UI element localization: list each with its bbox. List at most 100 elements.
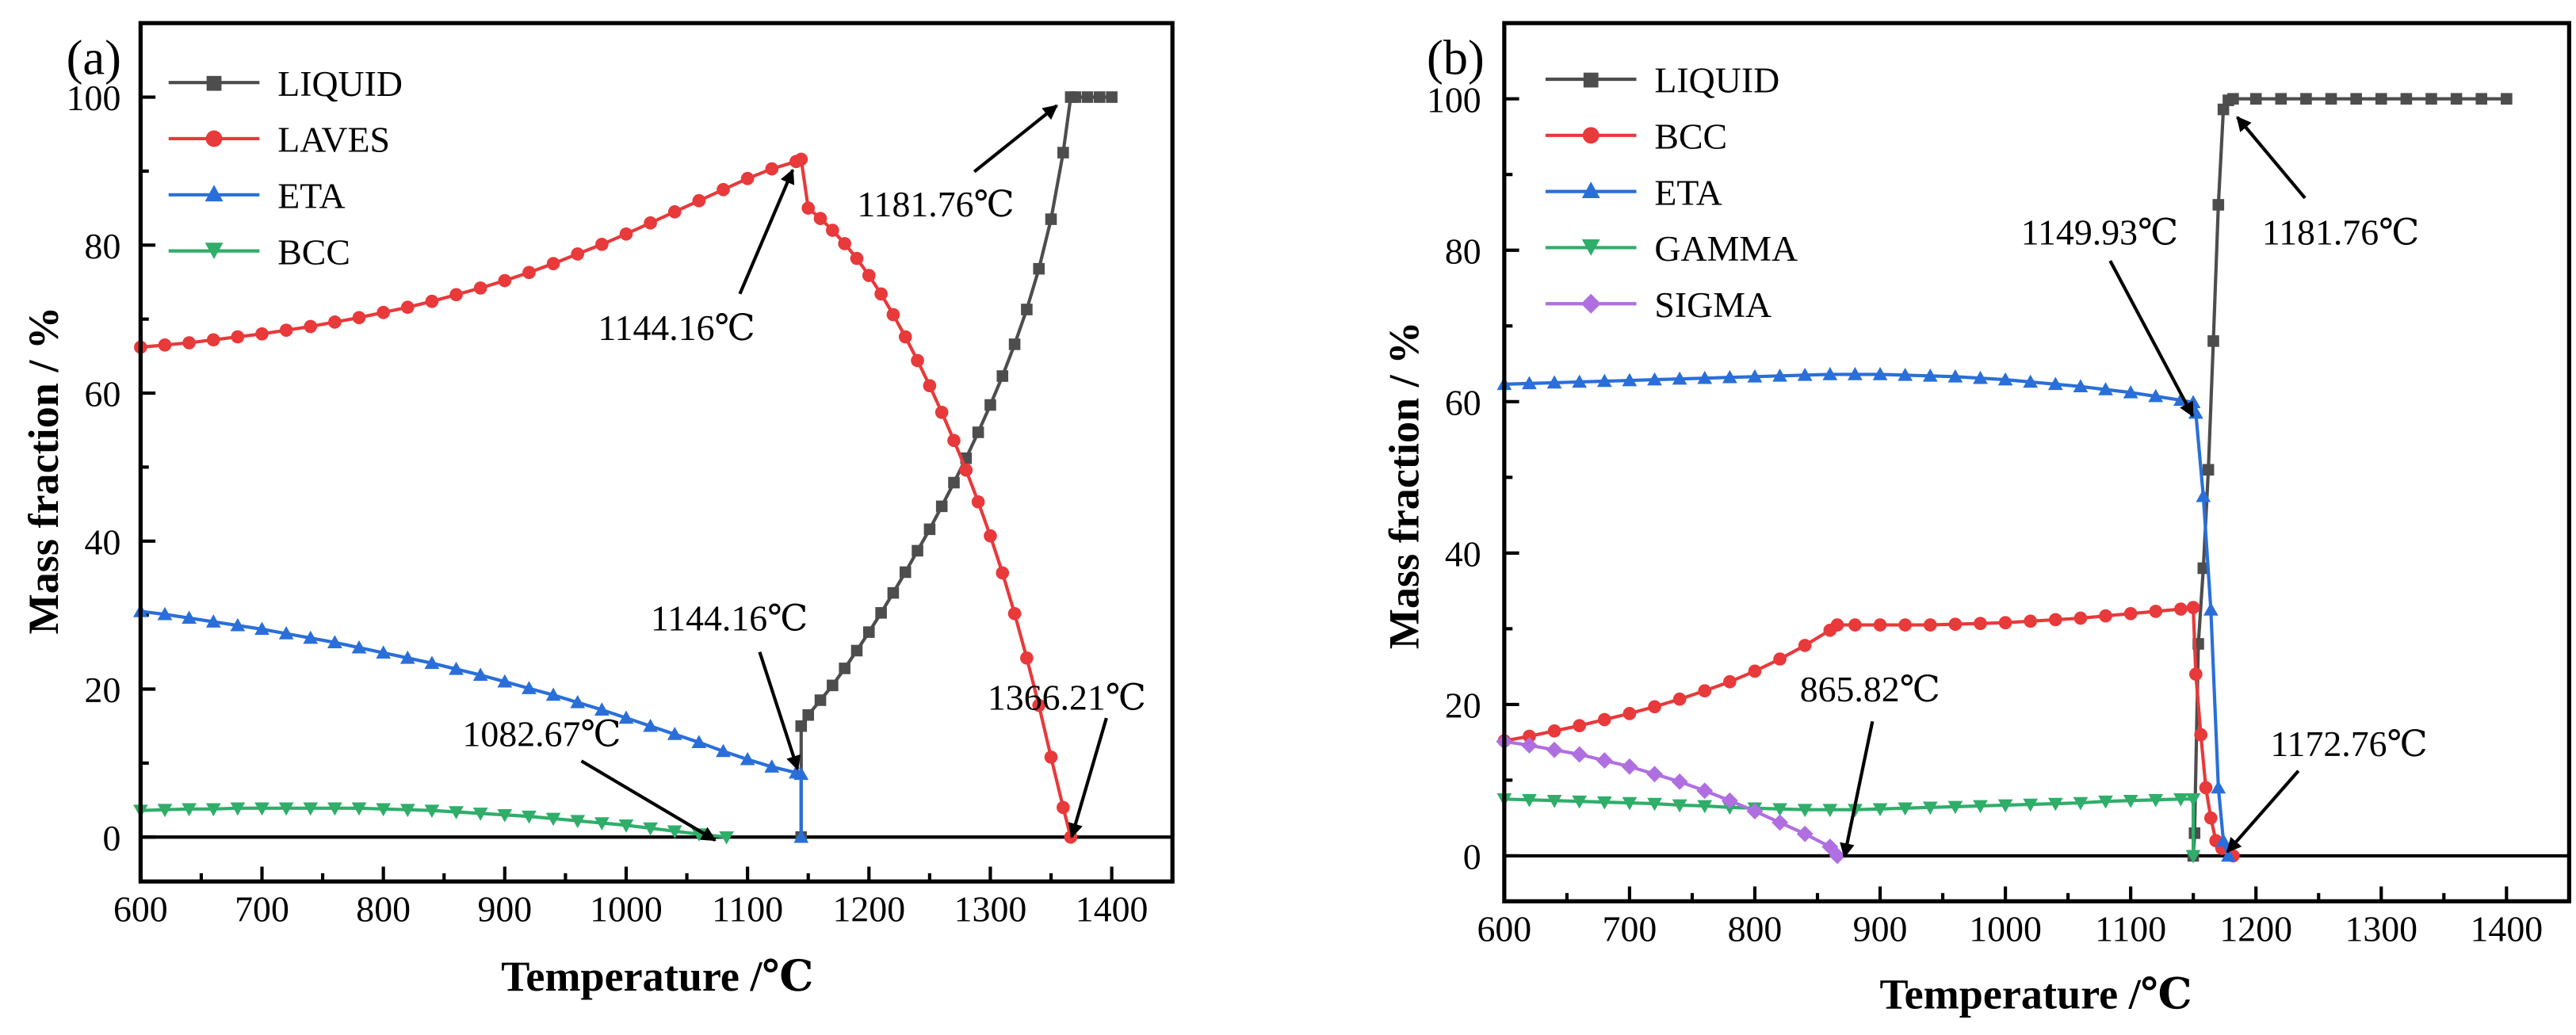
data-point-gamma [1822,804,1838,818]
data-point-liquid [1069,91,1081,103]
data-point-gamma [1697,800,1713,814]
data-point-liquid [2350,93,2362,105]
data-point-bcc [2203,811,2218,825]
data-point-liquid [2300,93,2312,105]
data-point-liquid [2207,335,2219,347]
data-point-liquid [814,694,827,706]
data-point-laves [522,265,536,280]
data-point-eta [2098,382,2113,395]
annotation: 1366.21℃ [988,678,1146,838]
panel-b-x-tick-label: 700 [1603,908,1657,949]
data-point-eta [1697,370,1713,384]
legend-label: BCC [1654,116,1727,156]
data-point-liquid [1021,304,1033,315]
data-point-sigma [1671,773,1688,790]
data-point-laves [449,288,463,302]
panel-a-label: (a) [67,30,121,86]
data-point-gamma [2047,797,2063,812]
data-point-eta [2196,488,2211,502]
data-point-bcc [1830,618,1844,632]
legend-label: LIQUID [1654,60,1779,101]
data-point-liquid [912,544,923,557]
panel-a-y-tick-label: 60 [85,374,121,414]
data-point-gamma [2173,793,2188,807]
legend-entry-liquid: LIQUID [1545,60,1779,101]
data-point-bcc [1547,724,1561,738]
data-point-liquid [972,426,984,438]
data-point-bcc [2174,602,2188,616]
annotation-label: 1082.67℃ [463,713,621,754]
legend-entry-eta: ETA [168,175,346,216]
data-point-eta [2221,848,2236,862]
series-line-gamma [1504,797,2196,856]
data-point-eta [182,610,197,624]
data-point-liquid [2450,93,2463,105]
data-point-bcc [449,806,464,819]
data-point-bcc [1898,618,1912,632]
data-point-eta [2047,376,2063,391]
data-point-sigma [1746,803,1764,820]
data-point-liquid [948,476,960,489]
data-point-liquid [887,586,900,599]
data-point-bcc [254,802,269,816]
panel-a-x-axis-title: Temperature /℃ [501,953,813,1000]
data-point-eta [497,674,513,688]
data-point-liquid [2197,562,2210,575]
data-point-laves [352,311,366,325]
panel-a-y-tick-labels: 0 20 40 60 80 100 [67,78,121,858]
annotation-label: 1172.76℃ [2270,724,2427,764]
data-point-eta [522,681,537,694]
data-point-liquid [795,720,808,732]
data-point-gamma [1898,802,1913,816]
data-point-gamma [1973,800,1988,814]
data-point-laves [765,162,779,176]
annotation-label: 1149.93℃ [2021,212,2178,252]
data-point-laves [886,307,900,322]
data-point-eta [2023,374,2039,388]
data-point-liquid [1057,147,1069,158]
panel-a-series [132,91,1118,845]
data-point-gamma [2098,795,2113,809]
data-point-eta [2123,384,2138,399]
panel-a-plot-frame [138,21,1175,884]
panel-a-x-tick-label: 700 [235,888,289,929]
data-point-laves [595,238,609,251]
data-point-laves [304,319,318,334]
data-point-eta [2148,388,2164,403]
data-point-liquid [899,566,912,579]
data-point-bcc [1848,618,1862,632]
panel-a-x-tick-label: 900 [477,888,532,929]
data-point-eta [1772,368,1787,382]
data-point-bcc [1923,618,1937,632]
data-point-eta [740,751,755,766]
data-point-sigma [1621,758,1638,775]
panel-b: (b) Temperature /℃ Mass fraction / % 600… [1381,21,2571,1018]
panel-b-x-tick-label: 1000 [1969,908,2042,949]
data-point-bcc [1723,674,1737,689]
data-point-laves [644,216,657,230]
data-point-bcc [351,802,367,816]
data-point-laves [984,529,997,543]
data-point-eta [716,743,731,758]
data-point-eta [1922,368,1938,382]
data-point-laves [473,281,487,295]
legend-entry-sigma: SIGMA [1545,285,1771,325]
legend-label: GAMMA [1654,228,1798,269]
data-point-eta [1822,367,1838,380]
panel-a-x-tick-label: 1000 [590,888,663,929]
data-point-bcc [1948,617,1963,631]
data-point-laves [813,212,827,225]
annotation: 1144.16℃ [651,598,808,771]
annotation-label: 1181.76℃ [857,184,1014,224]
panel-b-x-tick-label: 1300 [2345,908,2417,949]
data-point-laves [498,273,512,288]
data-point-sigma [1646,766,1663,783]
data-point-laves [158,338,172,352]
data-point-bcc [472,808,488,821]
data-point-bcc [1773,652,1787,666]
panel-a-y-tick-label: 40 [85,521,121,562]
data-point-bcc [594,817,610,831]
data-point-liquid [839,663,850,674]
data-point-gamma [1546,794,1562,808]
data-point-liquid [1081,91,1094,103]
